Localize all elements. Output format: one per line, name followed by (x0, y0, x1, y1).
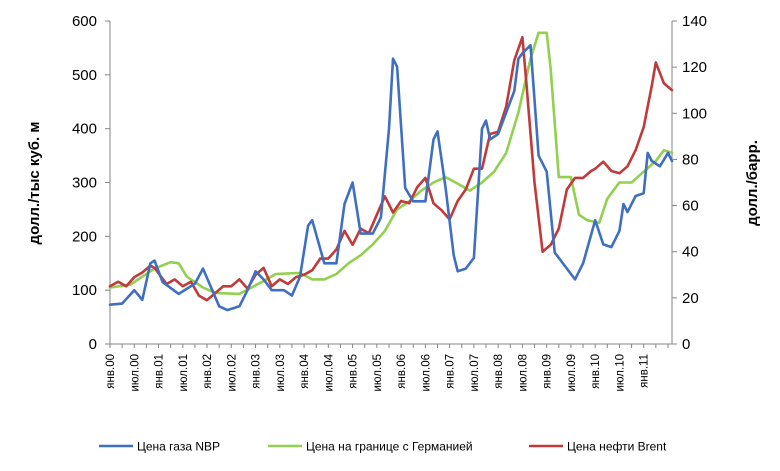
left-tick-label: 600 (72, 13, 97, 30)
legend-label: Цена нефти Brent (567, 440, 667, 454)
left-tick-label: 0 (89, 336, 97, 353)
x-tick-label: июл.02 (226, 354, 238, 392)
x-tick-label: июл.00 (129, 354, 141, 392)
x-tick-label: июл.04 (323, 353, 335, 391)
x-tick-label: янв.04 (299, 353, 311, 388)
right-tick-label: 120 (682, 59, 707, 76)
x-tick-label: янв.05 (348, 354, 360, 389)
series-lines (108, 31, 674, 312)
right-axis-title: долл./барр. (744, 140, 761, 226)
x-tick-label: июл.03 (275, 354, 287, 392)
right-tick-label: 60 (682, 198, 699, 215)
left-tick-label: 300 (72, 175, 97, 192)
series-line-0 (108, 43, 674, 312)
right-axis-ticks: 0 20 40 60 80 100 120 140 (672, 13, 707, 353)
x-tick-label: янв.03 (251, 354, 263, 389)
left-tick-label: 200 (72, 228, 97, 245)
left-axis-ticks: 0 100 200 300 400 500 600 (72, 13, 110, 353)
left-tick-label: 400 (72, 121, 97, 138)
x-tick-label: июл.01 (178, 354, 190, 392)
legend-label: Цена на границе с Германией (306, 440, 473, 454)
right-tick-label: 100 (682, 105, 707, 122)
x-tick-label: янв.07 (445, 354, 457, 389)
left-tick-label: 500 (72, 67, 97, 84)
right-tick-label: 20 (682, 290, 699, 307)
x-tick-label: июл.10 (614, 354, 626, 392)
legend-label: Цена газа NBP (137, 440, 220, 454)
x-tick-label: янв.06 (396, 354, 408, 389)
x-tick-label: июл.07 (469, 354, 481, 392)
x-tick-label: июл.05 (372, 354, 384, 392)
x-tick-label: июл.08 (517, 354, 529, 392)
x-tick-label: янв.11 (639, 354, 651, 388)
legend: Цена газа NBP Цена на границе с Германией… (99, 440, 667, 454)
left-tick-label: 100 (72, 282, 97, 299)
right-tick-label: 40 (682, 244, 699, 261)
right-tick-label: 80 (682, 151, 699, 168)
left-axis-title: долл./тыс куб. м (26, 122, 43, 245)
x-tick-label: янв.01 (154, 354, 166, 389)
right-tick-label: 0 (682, 336, 690, 353)
x-tick-label: июл.09 (566, 354, 578, 392)
x-tick-label: июл.06 (420, 354, 432, 392)
x-tick-label: янв.09 (542, 354, 554, 389)
x-tick-label: янв.08 (493, 354, 505, 389)
x-tick-label: янв.02 (202, 354, 214, 389)
right-tick-label: 140 (682, 13, 707, 30)
x-tick-label: янв.00 (105, 354, 117, 389)
x-axis-ticks: янв.00 июл.00 янв.01 июл.01 янв.02 июл.02 янв.… (105, 344, 669, 392)
series-line-2 (108, 35, 674, 302)
x-tick-label: янв.10 (590, 354, 602, 389)
plot-area (109, 21, 673, 345)
